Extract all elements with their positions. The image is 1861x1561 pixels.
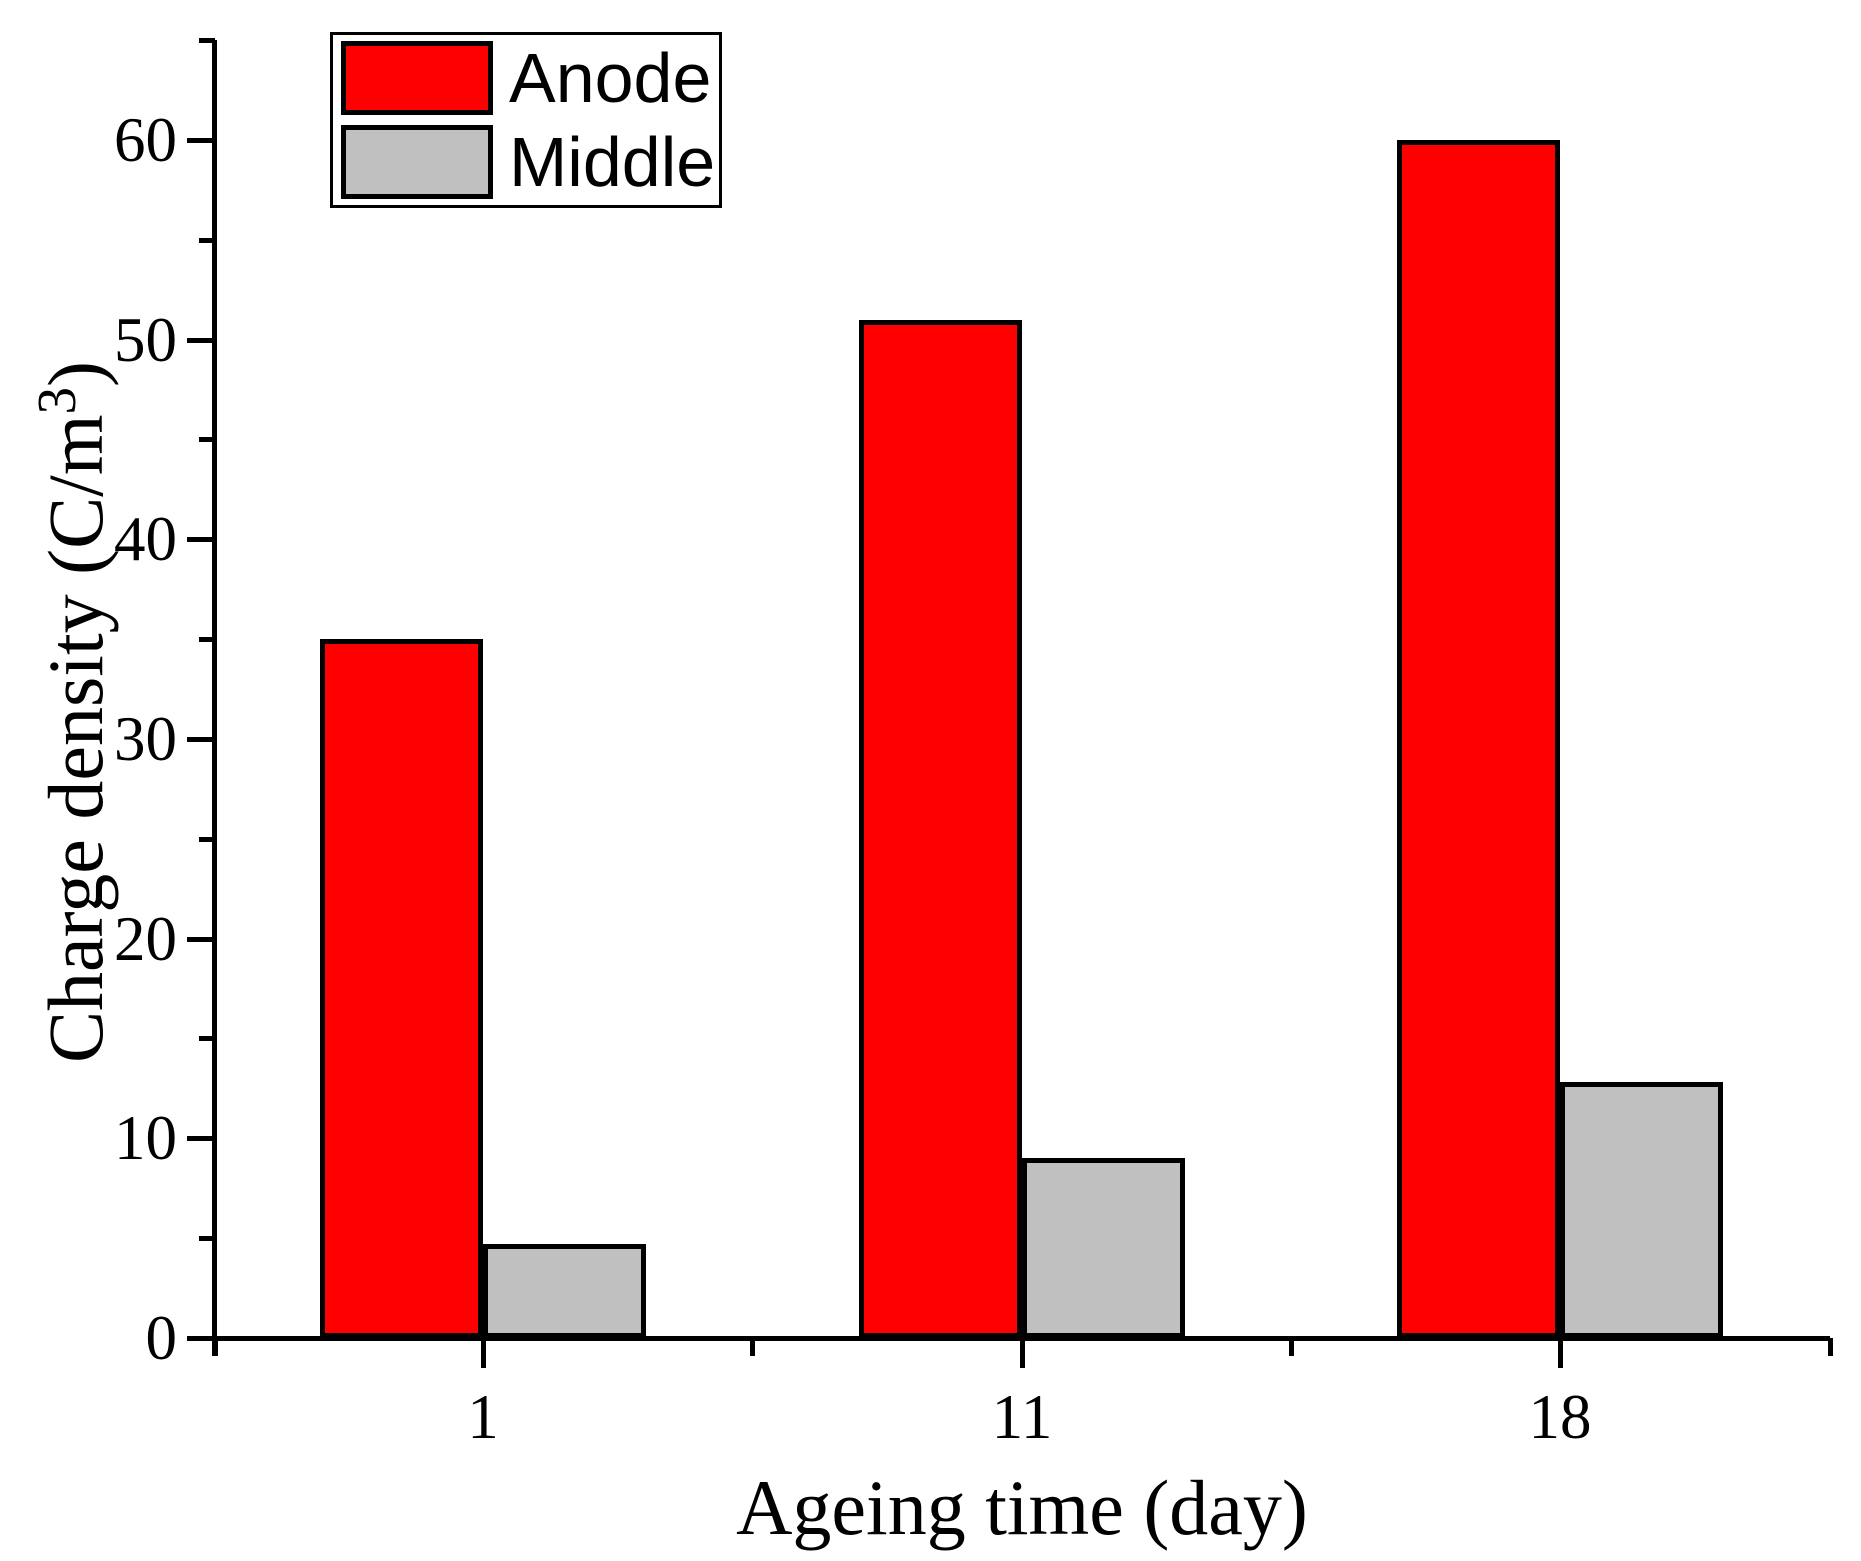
y-minor-tick — [199, 1036, 215, 1041]
x-major-tick — [1020, 1338, 1025, 1368]
y-tick-label: 60 — [114, 105, 177, 175]
legend-label-anode: Anode — [509, 39, 712, 117]
y-minor-tick — [199, 238, 215, 243]
x-tick-label: 11 — [991, 1382, 1053, 1452]
y-major-tick — [187, 537, 215, 542]
y-tick-label: 0 — [145, 1303, 178, 1373]
legend-swatch-anode — [341, 41, 493, 115]
y-major-tick — [187, 1336, 215, 1341]
y-axis-title-text: Charge density (C/m — [32, 414, 119, 1064]
y-tick-label: 30 — [114, 704, 177, 774]
legend-swatch-middle — [341, 125, 493, 199]
y-tick-label: 50 — [114, 305, 177, 375]
bar-anode-18 — [1397, 140, 1560, 1338]
y-axis-title: Charge density (C/m3) — [21, 162, 141, 1262]
y-minor-tick — [199, 38, 215, 43]
y-major-tick — [187, 937, 215, 942]
legend-item-middle: Middle — [341, 125, 719, 199]
y-axis-title-superscript: 3 — [26, 387, 87, 415]
y-minor-tick — [199, 1236, 215, 1241]
bar-middle-18 — [1560, 1082, 1723, 1338]
x-minor-tick — [1828, 1338, 1833, 1356]
x-major-tick — [1558, 1338, 1563, 1368]
bar-middle-1 — [483, 1244, 646, 1338]
x-tick-label: 1 — [467, 1382, 499, 1452]
y-major-tick — [187, 338, 215, 343]
y-tick-label: 20 — [114, 904, 177, 974]
y-tick-label: 10 — [114, 1103, 177, 1173]
x-axis-title: Ageing time (day) — [736, 1464, 1308, 1551]
y-axis-title-suffix: ) — [32, 361, 119, 387]
y-major-tick — [187, 737, 215, 742]
y-tick-label: 40 — [114, 504, 177, 574]
x-major-tick — [481, 1338, 486, 1368]
y-minor-tick — [199, 437, 215, 442]
y-major-tick — [187, 1136, 215, 1141]
legend: Anode Middle — [330, 32, 722, 208]
y-major-tick — [187, 138, 215, 143]
bar-anode-1 — [320, 639, 483, 1338]
x-minor-tick — [750, 1338, 755, 1356]
legend-label-middle: Middle — [509, 123, 716, 201]
y-minor-tick — [199, 637, 215, 642]
y-minor-tick — [199, 837, 215, 842]
x-minor-tick — [213, 1338, 218, 1356]
bar-middle-11 — [1022, 1158, 1185, 1338]
x-minor-tick — [1289, 1338, 1294, 1356]
x-tick-label: 18 — [1528, 1382, 1592, 1452]
legend-item-anode: Anode — [341, 41, 719, 115]
bar-anode-11 — [859, 320, 1022, 1338]
y-axis-line — [212, 40, 217, 1356]
